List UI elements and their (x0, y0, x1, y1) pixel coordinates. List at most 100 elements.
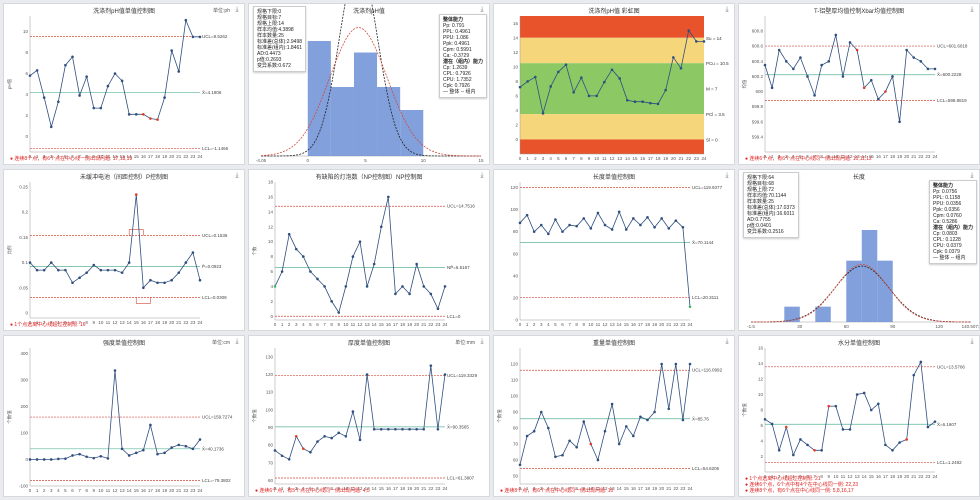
y-tick-label: 60 (268, 478, 274, 483)
series-line (274, 365, 446, 460)
x-tick-label: 20 (904, 154, 910, 159)
x-tick-label: 17 (883, 474, 889, 479)
data-point (792, 453, 795, 457)
stat-row: Pp: 0.0756 (932, 189, 958, 195)
data-point (170, 49, 173, 52)
data-point (309, 270, 312, 273)
x-tick-label: 16 (386, 486, 392, 491)
y-tick-label: 14 (513, 35, 519, 40)
histogram-bar (784, 306, 800, 322)
download-icon[interactable]: ⤓ (970, 6, 974, 13)
data-point (688, 305, 692, 309)
x-tick-label: 2 (534, 156, 537, 161)
y-tick-label: 100 (510, 207, 518, 212)
download-icon[interactable]: ⤓ (970, 338, 974, 345)
x-tick-label: 1 (36, 154, 39, 159)
y-tick-label: 6 (270, 269, 273, 274)
y-tick-label: 130 (265, 354, 273, 359)
x-tick-label: 11 (106, 154, 111, 159)
data-point (674, 362, 678, 366)
color-band (520, 114, 704, 140)
x-tick-label: 24 (687, 322, 693, 327)
cl-label: X̄=90.3565 (447, 424, 469, 430)
x-tick-label: 13 (365, 322, 371, 327)
stats-box-right: 整体能力 Pp: 0.0756 PPL: 0.1158 PPU: 0.0356 Ppk:… (928, 180, 977, 264)
x-tick-label: 8 (85, 154, 88, 159)
x-tick-label: 12 (357, 486, 363, 491)
x-tick-label: 23 (190, 154, 196, 159)
x-tick-label: 19 (663, 156, 669, 161)
x-tick-label: 1 (771, 474, 774, 479)
x-tick-label: 10 (833, 474, 839, 479)
rule-violation-note: ● 连续8个点，有6个点在中心线一侧出现问题: 17,18,19 (10, 156, 132, 162)
x-tick-label: 3 (785, 154, 788, 159)
x-tick-label: 5 (64, 154, 67, 159)
data-point (191, 251, 195, 254)
x-tick-label: 21 (176, 320, 182, 325)
download-icon[interactable]: ⤓ (480, 6, 484, 13)
histogram-bar (330, 87, 354, 156)
lcl-label: LCL=-79.3802 (202, 478, 231, 483)
x-tick-label: 3 (540, 486, 543, 491)
x-tick-label: 8 (820, 154, 823, 159)
x-tick-label: 2 (533, 486, 536, 491)
chart-panel: 有缺陷的灯泡数（NP控制图）NP控制图 ⤓ UCL=14.7516 NP̄=6.516… (248, 169, 490, 331)
data-point (443, 373, 447, 376)
x-tick-label: 21 (666, 486, 672, 491)
x-tick-label: 10 (833, 154, 839, 159)
download-icon[interactable]: ⤓ (970, 172, 974, 179)
chart-svg: UCL=119.9377X̄=70.1144LCL=20.31110204060… (510, 182, 723, 327)
data-point (702, 40, 706, 43)
data-point (834, 404, 838, 408)
data-point (820, 449, 823, 452)
x-tick-label: 11 (841, 154, 846, 159)
chart-title: 洗涤剂pH值 彩虹图 (588, 9, 640, 15)
x-tick-label: 6 (71, 154, 74, 159)
data-point (617, 210, 621, 214)
data-point (198, 438, 202, 441)
stats-box-left: 规格下限:0 规格目标:7 规格上限:14 样本均值:4.3898 样本数量:25 标准差… (253, 6, 307, 72)
data-point (156, 281, 159, 285)
ucl-label: UCL=119.3329 (447, 373, 478, 378)
x-tick-label: 14 (127, 488, 133, 493)
data-point (28, 261, 32, 264)
stat-row: 样本数量:25 (747, 199, 774, 205)
data-point (547, 426, 550, 430)
x-tick-label: 19 (652, 486, 658, 491)
download-icon[interactable]: ⤓ (725, 6, 729, 13)
x-tick-label: 17 (393, 322, 399, 327)
ucl-label: UCL=119.9377 (692, 185, 723, 190)
data-point (429, 292, 433, 296)
rule-violation-note: ● 连续6个点，有6个点在中心线同一侧出现问题: 10,11,12 (745, 156, 872, 162)
y-tick-label: 10 (268, 239, 274, 244)
download-icon[interactable]: ⤓ (725, 172, 729, 179)
x-tick-label: 11 (596, 486, 601, 491)
x-tick-label: 22 (918, 474, 924, 479)
download-icon[interactable]: ⤓ (480, 338, 484, 345)
x-tick-label: 21 (421, 486, 427, 491)
data-point (806, 75, 809, 78)
x-tick-label: 1 (36, 320, 39, 325)
data-point (582, 217, 586, 220)
x-tick-label: 20 (169, 154, 175, 159)
data-point (149, 117, 152, 120)
x-tick-label: 4 (302, 322, 305, 327)
y-tick-label: 12 (268, 224, 274, 229)
y-tick-label: 0 (25, 310, 28, 315)
histogram-bar (877, 260, 893, 322)
download-icon[interactable]: ⤓ (235, 172, 239, 179)
x-tick-label: 15 (379, 486, 385, 491)
download-icon[interactable]: ⤓ (235, 338, 239, 345)
chart-panel: 未缓冲电池（间距控制）P控制图 ⤓ UCL=0.1536 P̄=0.0923 LCL=0… (3, 169, 245, 331)
data-point (687, 29, 690, 32)
x-tick-label: 8 (575, 486, 578, 491)
download-icon[interactable]: ⤓ (725, 338, 729, 345)
band-label: PCu = 10.5 (706, 61, 729, 66)
data-point (884, 443, 887, 447)
data-point (287, 232, 291, 236)
data-point (695, 40, 698, 43)
x-tick-label: 8 (820, 474, 823, 479)
download-icon[interactable]: ⤓ (480, 172, 484, 179)
data-point (539, 410, 543, 414)
download-icon[interactable]: ⤓ (235, 6, 239, 13)
